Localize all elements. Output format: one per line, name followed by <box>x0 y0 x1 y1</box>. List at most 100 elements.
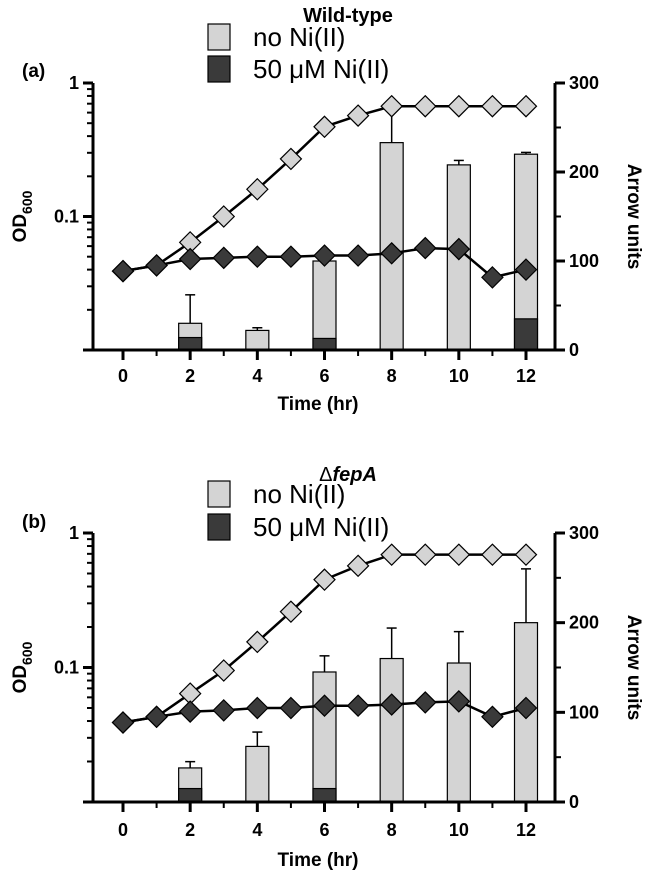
od-marker-no-ni <box>313 115 336 139</box>
y-left-axis-title: OD600 <box>10 641 35 693</box>
bar-ni <box>178 336 203 351</box>
x-tick-label: 2 <box>185 366 195 386</box>
od-marker-ni <box>514 258 538 281</box>
y-right-axis-title: Arrow units <box>623 164 644 270</box>
bar-ni <box>312 337 337 351</box>
x-tick-label: 8 <box>387 366 397 386</box>
od-marker-no-ni <box>447 94 471 118</box>
legend-label-no-ni: no Ni(II) <box>253 479 345 509</box>
od-marker-ni <box>212 699 236 722</box>
od-marker-no-ni <box>380 94 404 118</box>
bar-no-ni <box>245 745 270 803</box>
od-marker-no-ni <box>245 177 269 201</box>
od-marker-ni <box>481 705 504 729</box>
y-left-tick-label: 0.1 <box>54 207 79 227</box>
y-left-tick-label: 1 <box>69 523 79 543</box>
od-marker-no-ni <box>346 554 370 578</box>
x-tick-label: 10 <box>449 366 469 386</box>
od-marker-ni <box>413 236 437 260</box>
x-tick-label: 10 <box>449 820 469 840</box>
legend-swatch-no-ni <box>207 480 231 508</box>
od-marker-ni <box>346 694 370 718</box>
y-right-tick-label: 100 <box>569 702 599 722</box>
chart-title-text: Wild-type <box>303 5 393 27</box>
x-tick-label: 12 <box>516 820 536 840</box>
od-marker-no-ni <box>279 600 303 624</box>
bar-ni <box>178 787 203 803</box>
chart-title-text: fepA <box>332 464 376 486</box>
bars <box>178 568 539 803</box>
panel-label: (b) <box>22 512 46 533</box>
od-marker-ni <box>413 691 437 714</box>
y-left-axis-title-main: OD <box>10 214 31 243</box>
y-left-tick-label: 1 <box>69 73 79 93</box>
x-tick-label: 0 <box>118 366 128 386</box>
od-marker-no-ni <box>380 543 404 567</box>
y-right-tick-label: 300 <box>569 73 599 93</box>
od-series <box>111 543 538 734</box>
bar-ni <box>513 318 539 351</box>
y-left-axis-title-main: OD <box>10 665 31 694</box>
od-marker-no-ni <box>279 147 303 171</box>
x-tick-label: 4 <box>252 820 262 840</box>
od-marker-no-ni <box>212 659 236 682</box>
od-marker-no-ni <box>313 568 336 591</box>
od-marker-no-ni <box>514 94 538 118</box>
bar-no-ni <box>312 260 337 351</box>
y-right-tick-label: 100 <box>569 251 599 271</box>
chart-title: Wild-type <box>303 5 393 27</box>
od-marker-ni <box>178 700 202 723</box>
legend-swatch-ni <box>207 55 231 83</box>
y-left-axis-title: OD600 <box>10 190 35 242</box>
y-left-axis-title-sub: 600 <box>19 641 35 665</box>
od-marker-ni <box>245 245 269 269</box>
chart-title: ΔfepA <box>319 464 377 486</box>
od-marker-ni <box>514 696 538 720</box>
od-marker-ni <box>145 254 168 277</box>
x-tick-label: 8 <box>387 820 397 840</box>
od-marker-ni <box>380 241 404 265</box>
od-marker-ni <box>178 247 202 271</box>
legend-label-ni: 50 μM Ni(II) <box>253 54 389 84</box>
x-tick-label: 12 <box>516 366 536 386</box>
panel-b: ΔfepA(b)no Ni(II)50 μM Ni(II)0 2 4 6 8 10 120.… <box>10 464 644 871</box>
y-right-tick-label: 200 <box>569 162 599 182</box>
od-marker-no-ni <box>346 104 370 127</box>
od-marker-no-ni <box>447 543 471 567</box>
od-marker-no-ni <box>212 205 236 228</box>
od-marker-ni <box>245 696 269 720</box>
panel-a: Wild-type(a)no Ni(II)50 μM Ni(II)0 2 4 6 8 10… <box>10 5 644 415</box>
bar-no-ni <box>312 671 337 803</box>
bars <box>178 104 539 351</box>
y-right-axis-title: Arrow units <box>623 615 644 721</box>
x-axis-title: Time (hr) <box>278 394 359 415</box>
od-marker-ni <box>111 711 135 734</box>
od-marker-ni <box>279 696 303 720</box>
x-axis-title: Time (hr) <box>278 850 359 871</box>
od-marker-ni <box>447 690 471 713</box>
bar-ni <box>312 787 337 803</box>
od-series <box>111 94 538 289</box>
od-marker-ni <box>313 244 336 267</box>
y-right-tick-label: 300 <box>569 523 599 543</box>
od-marker-ni <box>380 693 404 716</box>
bar-no-ni <box>245 329 270 351</box>
legend-label-no-ni: no Ni(II) <box>253 22 345 52</box>
y-right-tick-label: 200 <box>569 613 599 633</box>
legend-label-ni: 50 μM Ni(II) <box>253 512 389 542</box>
od-marker-ni <box>279 245 303 269</box>
od-marker-no-ni <box>413 543 437 567</box>
x-tick-label: 6 <box>319 820 329 840</box>
x-tick-label: 0 <box>118 820 128 840</box>
od-marker-no-ni <box>413 94 437 118</box>
od-marker-ni <box>346 244 370 267</box>
od-marker-no-ni <box>481 94 504 118</box>
od-marker-no-ni <box>245 630 269 654</box>
od-marker-ni <box>313 694 336 718</box>
legend-swatch-ni <box>207 513 231 541</box>
y-right-tick-label: 0 <box>569 340 579 360</box>
od-marker-ni <box>111 259 135 283</box>
